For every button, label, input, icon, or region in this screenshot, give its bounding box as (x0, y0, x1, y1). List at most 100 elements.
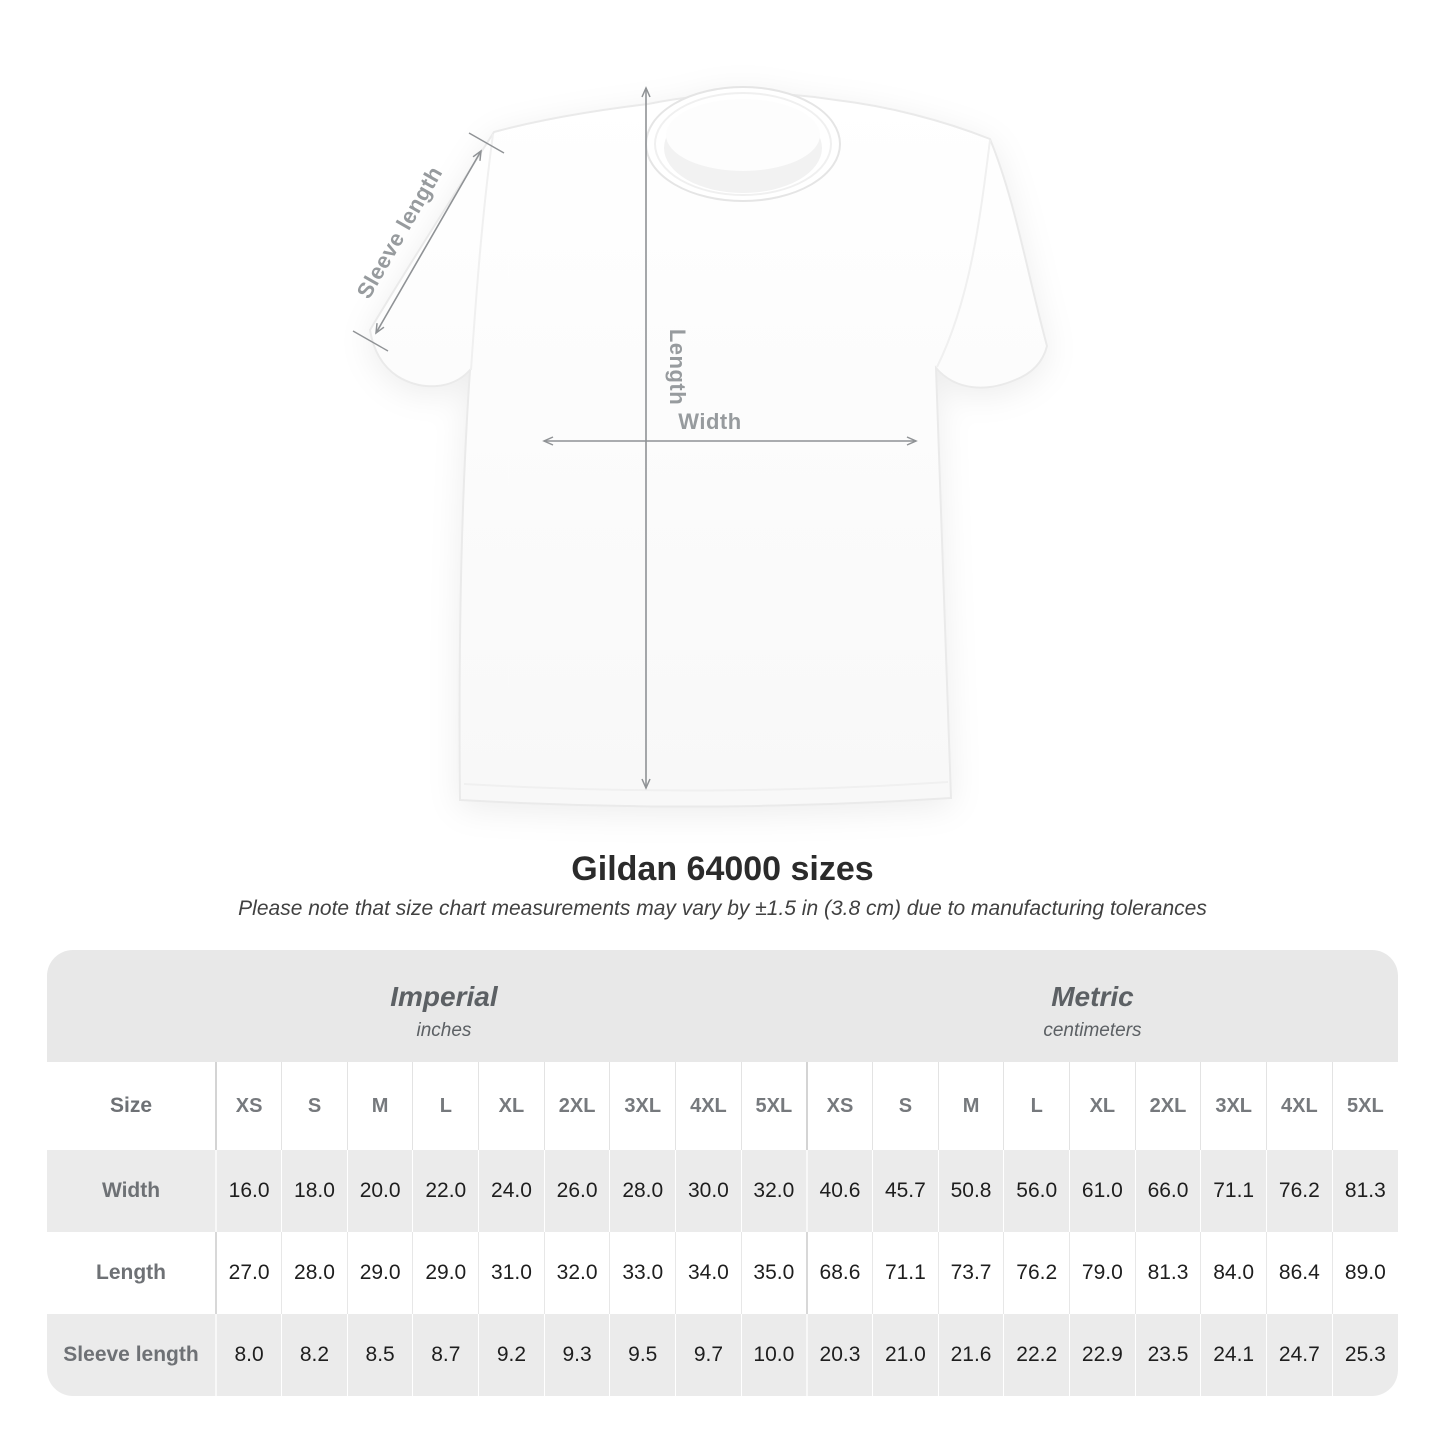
value-cell: 45.7 (872, 1150, 939, 1232)
value-cell: 8.7 (412, 1314, 479, 1396)
value-cell: 30.0 (675, 1150, 742, 1232)
size-header-cell: L (1003, 1062, 1070, 1150)
size-header-cell: XS (215, 1062, 282, 1150)
value-cell: 25.3 (1331, 1314, 1398, 1396)
value-cell: 34.0 (675, 1232, 742, 1314)
size-chart: Imperial inches Metric centimeters Size … (47, 950, 1398, 1396)
size-header-cell: 3XL (609, 1062, 676, 1150)
value-cell: 73.7 (937, 1232, 1004, 1314)
size-header-cell: 5XL (740, 1062, 807, 1150)
width-row: Width 16.0 18.0 20.0 22.0 24.0 26.0 28.0… (47, 1150, 1398, 1232)
value-cell: 23.5 (1134, 1314, 1201, 1396)
size-column-header: Size (47, 1062, 216, 1150)
value-cell: 27.0 (215, 1232, 282, 1314)
value-cell: 66.0 (1134, 1150, 1201, 1232)
value-cell: 32.0 (543, 1232, 610, 1314)
page-title: Gildan 64000 sizes (571, 850, 874, 888)
row-label: Width (47, 1150, 216, 1232)
imperial-units: inches (416, 1019, 472, 1041)
value-cell: 22.0 (412, 1150, 479, 1232)
value-cell: 28.0 (281, 1232, 348, 1314)
value-cell: 56.0 (1003, 1150, 1070, 1232)
value-cell: 24.0 (478, 1150, 545, 1232)
value-cell: 20.3 (805, 1314, 873, 1396)
width-label: Width (678, 409, 741, 434)
value-cell: 40.6 (805, 1150, 873, 1232)
value-cell: 22.2 (1003, 1314, 1070, 1396)
sleeve-length-row: Sleeve length 8.0 8.2 8.5 8.7 9.2 9.3 9.… (47, 1314, 1398, 1396)
unit-header-row: Imperial inches Metric centimeters (47, 950, 1398, 1062)
row-label: Sleeve length (47, 1314, 216, 1396)
value-cell: 9.2 (478, 1314, 545, 1396)
sleeve-arrow-end-tick (468, 132, 505, 154)
value-cell: 26.0 (543, 1150, 610, 1232)
imperial-label: Imperial (390, 980, 498, 1012)
value-cell: 9.3 (543, 1314, 610, 1396)
metric-label: Metric (1051, 980, 1134, 1012)
value-cell: 71.1 (1200, 1150, 1267, 1232)
metric-group-header: Metric centimeters (806, 950, 1398, 1062)
size-header-cell: S (281, 1062, 348, 1150)
value-cell: 71.1 (872, 1232, 939, 1314)
value-cell: 16.0 (215, 1150, 282, 1232)
size-header-cell: L (412, 1062, 479, 1150)
value-cell: 81.3 (1134, 1232, 1201, 1314)
value-cell: 79.0 (1069, 1232, 1136, 1314)
value-cell: 86.4 (1266, 1232, 1333, 1314)
imperial-group-header: Imperial inches (47, 950, 807, 1062)
value-cell: 18.0 (281, 1150, 348, 1232)
size-header-cell: S (872, 1062, 939, 1150)
length-row: Length 27.0 28.0 29.0 29.0 31.0 32.0 33.… (47, 1232, 1398, 1314)
value-cell: 22.9 (1069, 1314, 1136, 1396)
value-cell: 8.5 (346, 1314, 413, 1396)
value-cell: 29.0 (412, 1232, 479, 1314)
tshirt-size-diagram: Width Length Sleeve length (352, 86, 1049, 808)
value-cell: 76.2 (1003, 1232, 1070, 1314)
value-cell: 31.0 (478, 1232, 545, 1314)
size-chart-table: Imperial inches Metric centimeters Size … (47, 950, 1398, 1396)
value-cell: 33.0 (609, 1232, 676, 1314)
size-header-cell: 5XL (1331, 1062, 1398, 1150)
size-header-cell: 4XL (675, 1062, 742, 1150)
value-cell: 89.0 (1331, 1232, 1398, 1314)
size-header-cell: 2XL (543, 1062, 610, 1150)
sleeve-arrow-start-tick (352, 330, 389, 352)
size-header-cell: 3XL (1200, 1062, 1267, 1150)
value-cell: 29.0 (346, 1232, 413, 1314)
value-cell: 35.0 (740, 1232, 807, 1314)
size-header-cell: XL (478, 1062, 545, 1150)
row-label: Length (47, 1232, 216, 1314)
size-header-cell: XS (805, 1062, 873, 1150)
value-cell: 21.0 (872, 1314, 939, 1396)
tshirt-collar (645, 86, 841, 202)
value-cell: 8.0 (215, 1314, 282, 1396)
value-cell: 28.0 (609, 1150, 676, 1232)
value-cell: 76.2 (1266, 1150, 1333, 1232)
value-cell: 61.0 (1069, 1150, 1136, 1232)
value-cell: 68.6 (805, 1232, 873, 1314)
metric-units: centimeters (1043, 1019, 1142, 1041)
size-header-cell: M (346, 1062, 413, 1150)
value-cell: 9.5 (609, 1314, 676, 1396)
tshirt-graphic (368, 86, 1049, 808)
value-cell: 50.8 (937, 1150, 1004, 1232)
value-cell: 10.0 (740, 1314, 807, 1396)
size-header-cell: M (937, 1062, 1004, 1150)
size-header-row: Size XS S M L XL 2XL 3XL 4XL 5XL XS S M … (47, 1062, 1398, 1150)
value-cell: 20.0 (346, 1150, 413, 1232)
value-cell: 81.3 (1331, 1150, 1398, 1232)
size-header-cell: 2XL (1134, 1062, 1201, 1150)
value-cell: 9.7 (675, 1314, 742, 1396)
sleeve-length-arrow (375, 149, 482, 335)
size-header-cell: 4XL (1266, 1062, 1333, 1150)
value-cell: 8.2 (281, 1314, 348, 1396)
measurement-arrows (352, 86, 918, 790)
size-header-cell: XL (1069, 1062, 1136, 1150)
value-cell: 84.0 (1200, 1232, 1267, 1314)
value-cell: 21.6 (937, 1314, 1004, 1396)
page-subtitle: Please note that size chart measurements… (238, 897, 1207, 920)
value-cell: 32.0 (740, 1150, 807, 1232)
value-cell: 24.1 (1200, 1314, 1267, 1396)
value-cell: 24.7 (1266, 1314, 1333, 1396)
